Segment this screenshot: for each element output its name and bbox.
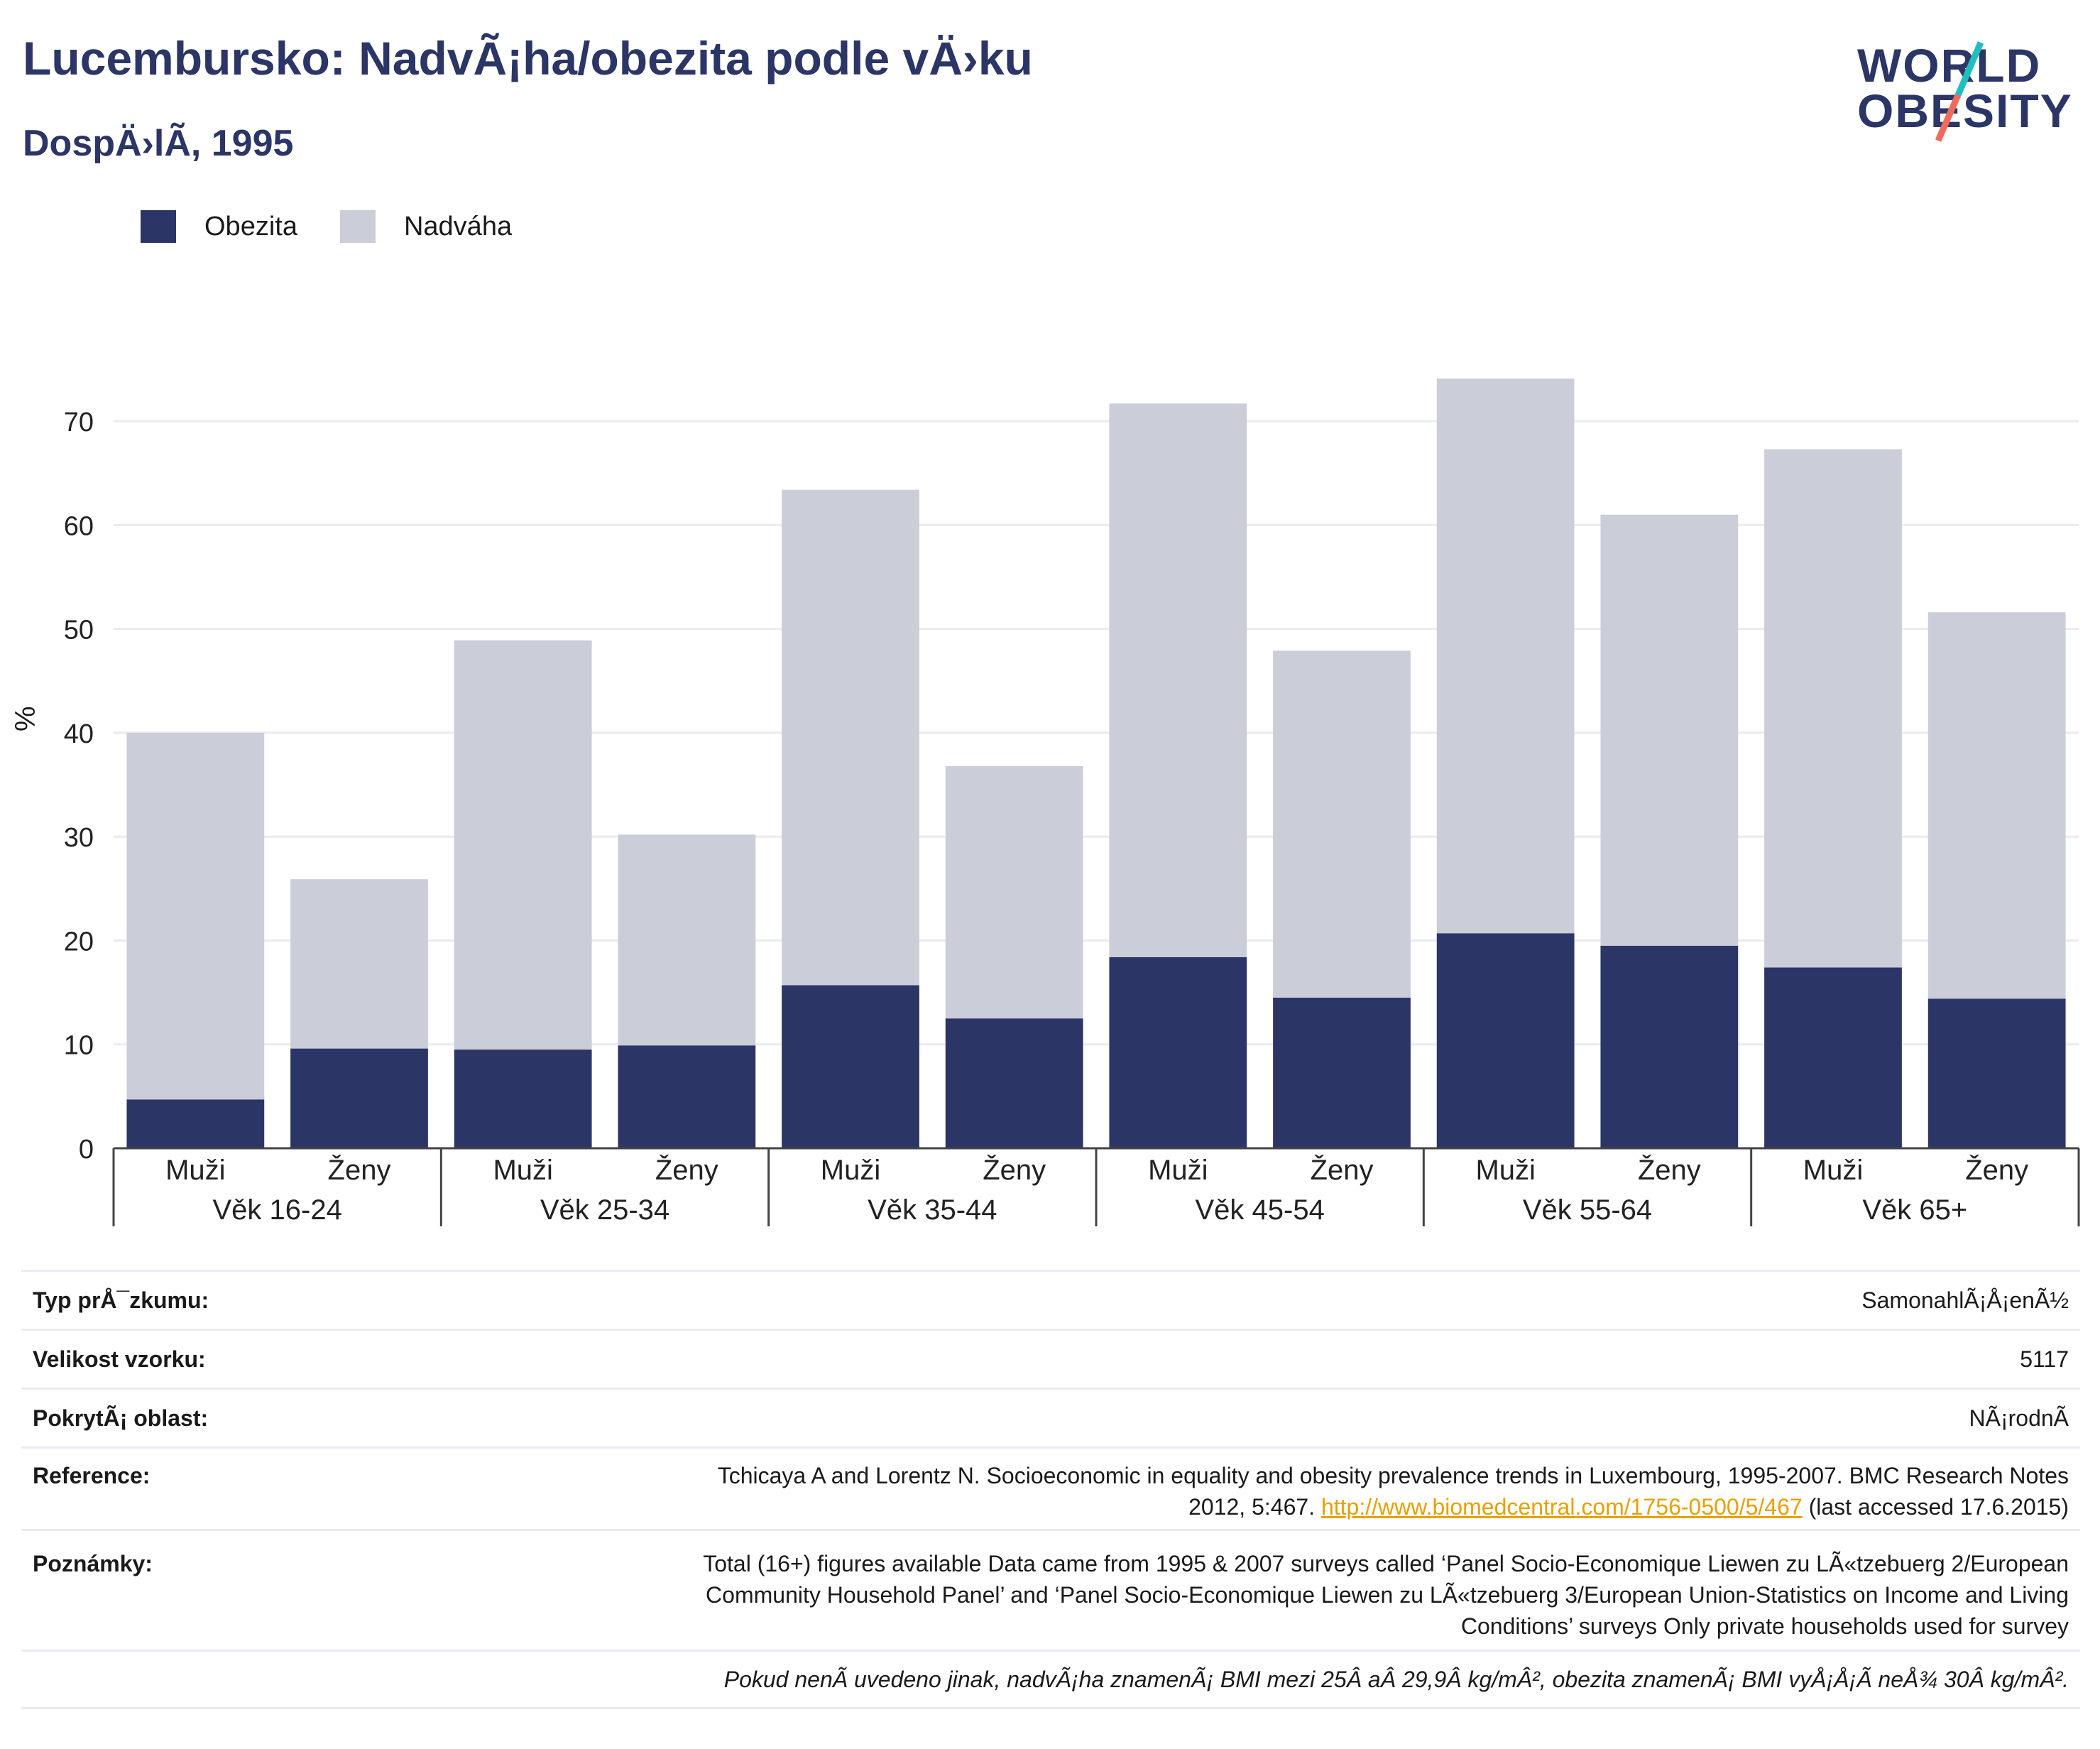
reference-value: Tchicaya A and Lorentz N. Socioeconomic … — [718, 1460, 2080, 1522]
bar-overweight — [945, 765, 1083, 1019]
coverage-value: NÃ¡rodnÃ — [1969, 1405, 2069, 1431]
bar-overweight — [126, 732, 265, 1100]
x-tick-label-sex: Ženy — [1638, 1154, 1701, 1186]
y-tick-label: 30 — [64, 823, 94, 853]
x-group-label: Věk 55-64 — [1523, 1194, 1652, 1226]
reference-citation: 2012, 5:467. — [1188, 1494, 1321, 1520]
info-row-sample-size: Velikost vzorku: 5117 — [21, 1329, 2080, 1388]
bar-overweight — [290, 879, 428, 1049]
legend-item-overweight: Nadváha — [339, 210, 513, 243]
x-tick-label-sex: Ženy — [328, 1154, 391, 1186]
bar-obesity — [454, 1050, 592, 1148]
info-row-notes: Poznámky: Total (16+) figures available … — [21, 1529, 2080, 1650]
x-group-label: Věk 65+ — [1862, 1194, 1967, 1226]
legend-label-overweight: Nadváha — [403, 211, 513, 241]
notes-line-2: Community Household Panel’ and ‘Panel So… — [706, 1582, 2069, 1608]
x-group-label: Věk 45-54 — [1195, 1194, 1324, 1226]
bar-obesity — [618, 1045, 756, 1148]
bar-obesity — [126, 1099, 265, 1148]
bar-overweight — [1600, 514, 1739, 946]
bar-obesity — [945, 1018, 1083, 1148]
bar-obesity — [1764, 967, 1902, 1148]
survey-type-label: Typ prÅ¯zkumu: — [33, 1287, 209, 1313]
logo-word-obesity: OBESITY — [1857, 85, 2073, 137]
bar-overweight — [1273, 650, 1411, 998]
y-tick-label: 0 — [79, 1135, 94, 1165]
x-tick-label-sex: Muži — [165, 1155, 225, 1186]
bar-overweight — [1927, 612, 2066, 999]
bar-overweight — [782, 489, 919, 986]
notes-label: Poznámky: — [33, 1551, 153, 1576]
reference-line-1: Tchicaya A and Lorentz N. Socioeconomic … — [717, 1463, 2069, 1488]
survey-info-table: Typ prÅ¯zkumu: SamonahlÃ¡Å¡enÃ½ Velikost… — [21, 1270, 2080, 1709]
info-row-footnote: Pokud nenÃ uvedeno jinak, nadvÃ¡ha zname… — [21, 1650, 2080, 1709]
x-tick-label-sex: Muži — [1475, 1155, 1535, 1186]
info-row-reference: Reference: Tchicaya A and Lorentz N. Soc… — [21, 1446, 2080, 1529]
y-tick-label: 60 — [64, 511, 94, 541]
survey-type-value: SamonahlÃ¡Å¡enÃ½ — [1861, 1287, 2069, 1313]
chart-title: Lucembursko: NadvÃ¡ha/obezita podle vÄ›k… — [23, 32, 1033, 85]
x-group-label: Věk 35-44 — [868, 1194, 997, 1226]
reference-label: Reference: — [33, 1463, 151, 1488]
world-obesity-logo: WORLD OBESITY — [1846, 21, 2087, 149]
bar-obesity — [1600, 945, 1739, 1148]
y-tick-label: 20 — [64, 927, 94, 957]
bar-overweight — [1109, 403, 1247, 957]
bar-overweight — [1764, 449, 1902, 968]
sample-size-value: 5117 — [2020, 1346, 2069, 1372]
bar-obesity — [290, 1048, 428, 1148]
y-tick-label: 40 — [64, 719, 94, 749]
bar-overweight — [1436, 378, 1575, 934]
bar-overweight — [454, 640, 592, 1050]
x-tick-label-sex: Muži — [1148, 1155, 1208, 1186]
y-tick-label: 50 — [64, 616, 94, 645]
x-tick-label-sex: Muži — [1803, 1155, 1863, 1186]
x-group-label: Věk 25-34 — [540, 1194, 669, 1226]
x-tick-label-sex: Ženy — [1311, 1154, 1374, 1186]
legend-item-obesity: Obezita — [141, 210, 297, 243]
info-row-survey-type: Typ prÅ¯zkumu: SamonahlÃ¡Å¡enÃ½ — [21, 1270, 2080, 1329]
y-tick-label: 10 — [64, 1031, 94, 1061]
bmi-footnote: Pokud nenÃ uvedeno jinak, nadvÃ¡ha zname… — [723, 1666, 2069, 1692]
reference-link[interactable]: http://www.biomedcentral.com/1756-0500/5… — [1320, 1494, 1803, 1520]
x-tick-label-sex: Muži — [821, 1155, 880, 1186]
sample-size-label: Velikost vzorku: — [33, 1346, 206, 1372]
legend-label-obesity: Obezita — [204, 211, 297, 241]
bar-obesity — [1109, 957, 1247, 1148]
bar-overweight — [618, 834, 756, 1046]
legend: Obezita Nadváha — [141, 210, 554, 243]
x-group-label: Věk 16-24 — [212, 1194, 341, 1226]
x-tick-label-sex: Ženy — [1965, 1154, 2028, 1186]
logo-slash-icon — [1935, 41, 1984, 142]
x-tick-label-sex: Ženy — [983, 1154, 1046, 1186]
x-tick-label-sex: Muži — [493, 1155, 552, 1186]
legend-swatch-overweight — [339, 210, 376, 243]
logo-word-world: WORLD — [1857, 39, 2042, 92]
bar-obesity — [1927, 998, 2066, 1148]
info-row-coverage: PokrytÃ¡ oblast: NÃ¡rodnÃ — [21, 1388, 2080, 1446]
bar-obesity — [782, 985, 919, 1148]
reference-line-2: 2012, 5:467. http://www.biomedcentral.co… — [718, 1491, 2069, 1522]
legend-swatch-obesity — [141, 210, 176, 243]
notes-line-3: Conditions’ surveys Only private househo… — [1460, 1613, 2069, 1639]
reference-accessed: (last accessed 17.6.2015) — [1802, 1494, 2069, 1520]
notes-line-1: Total (16+) figures available Data came … — [703, 1551, 2069, 1576]
bar-obesity — [1273, 997, 1411, 1148]
notes-value: Total (16+) figures available Data came … — [703, 1548, 2080, 1642]
x-tick-label-sex: Ženy — [655, 1154, 718, 1186]
bar-obesity — [1436, 933, 1575, 1148]
coverage-label: PokrytÃ¡ oblast: — [33, 1405, 209, 1431]
stacked-bar-chart: 0 10 20 30 40 50 60 70 Muži Ženy Muži Ženy Muži Ženy M… — [64, 378, 2080, 1226]
y-tick-label: 70 — [64, 408, 94, 437]
chart-subtitle: DospÄ›lÃ­, 1995 — [23, 123, 294, 164]
